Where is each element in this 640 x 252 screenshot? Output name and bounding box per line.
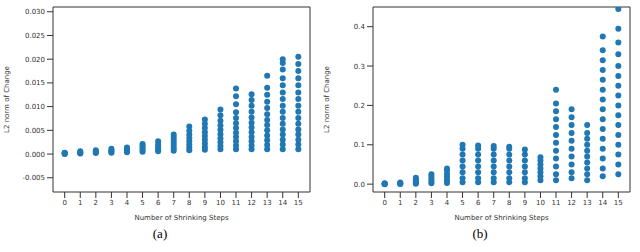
svg-text:0.0: 0.0 [354, 181, 365, 189]
svg-text:13: 13 [263, 199, 272, 207]
svg-text:15: 15 [294, 199, 303, 207]
svg-text:0.000: 0.000 [25, 151, 45, 159]
svg-text:7: 7 [491, 199, 495, 207]
svg-text:0.4: 0.4 [354, 23, 366, 31]
svg-text:5: 5 [460, 199, 464, 207]
svg-text:11: 11 [552, 199, 561, 207]
svg-text:0.3: 0.3 [354, 63, 365, 71]
svg-text:0.015: 0.015 [25, 79, 45, 87]
svg-text:L2 norm of Change: L2 norm of Change [323, 66, 331, 133]
svg-text:14: 14 [278, 199, 287, 207]
svg-text:0.2: 0.2 [354, 102, 365, 110]
svg-text:2: 2 [94, 199, 98, 207]
svg-text:0.1: 0.1 [354, 141, 365, 149]
svg-text:3: 3 [429, 199, 433, 207]
svg-text:0.030: 0.030 [25, 8, 45, 16]
svg-text:-0.005: -0.005 [22, 174, 45, 182]
svg-text:0.010: 0.010 [25, 103, 45, 111]
svg-text:11: 11 [232, 199, 241, 207]
svg-text:4: 4 [125, 199, 130, 207]
svg-text:7: 7 [171, 199, 175, 207]
svg-text:1: 1 [398, 199, 402, 207]
svg-text:9: 9 [523, 199, 527, 207]
svg-text:4: 4 [445, 199, 450, 207]
svg-text:12: 12 [247, 199, 256, 207]
svg-text:6: 6 [476, 199, 481, 207]
svg-text:0.020: 0.020 [25, 56, 45, 64]
html-text:(a): (a) [152, 226, 168, 241]
svg-text:2: 2 [414, 199, 418, 207]
svg-text:8: 8 [507, 199, 511, 207]
svg-text:5: 5 [140, 199, 144, 207]
svg-text:3: 3 [109, 199, 113, 207]
svg-text:10: 10 [216, 199, 225, 207]
svg-text:L2 norm of Change: L2 norm of Change [8, 66, 11, 133]
svg-text:14: 14 [598, 199, 607, 207]
svg-text:13: 13 [583, 199, 592, 207]
svg-text:0.025: 0.025 [25, 32, 45, 40]
svg-text:1: 1 [78, 199, 82, 207]
svg-text:12: 12 [567, 199, 576, 207]
html-text:(b): (b) [472, 226, 488, 241]
svg-text:0: 0 [62, 199, 66, 207]
svg-text:Number of Shrinking Steps: Number of Shrinking Steps [134, 214, 228, 222]
svg-text:0: 0 [382, 199, 386, 207]
svg-text:0.005: 0.005 [25, 127, 45, 135]
svg-text:Number of Shrinking Steps: Number of Shrinking Steps [454, 214, 548, 222]
svg-text:15: 15 [614, 199, 623, 207]
svg-text:8: 8 [187, 199, 191, 207]
svg-text:10: 10 [536, 199, 545, 207]
svg-text:9: 9 [203, 199, 207, 207]
svg-text:6: 6 [156, 199, 161, 207]
